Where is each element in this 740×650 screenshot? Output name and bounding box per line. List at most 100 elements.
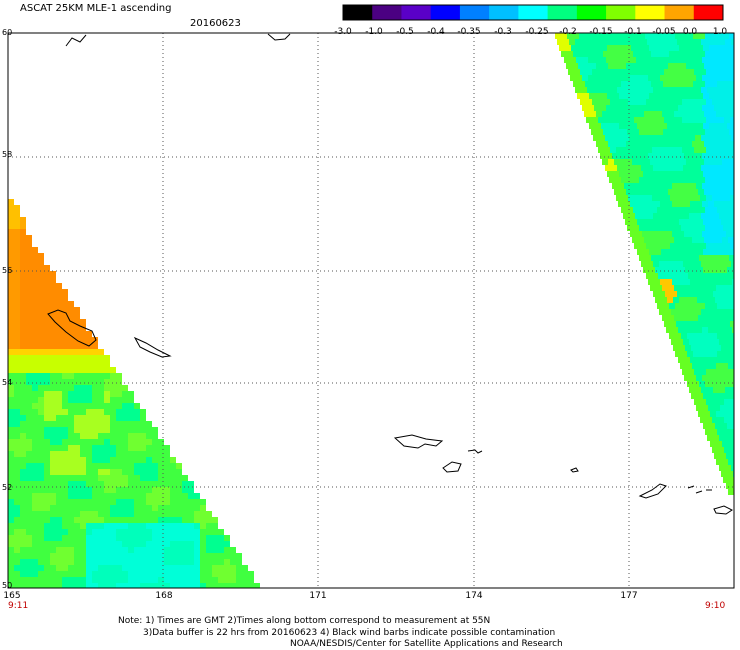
swath-cell [671, 261, 677, 267]
swath-cell [669, 51, 675, 57]
swath-cell [194, 499, 200, 505]
swath-cell [605, 135, 611, 141]
swath-cell [657, 33, 663, 39]
swath-cell [702, 279, 708, 285]
swath-cell [92, 535, 98, 541]
swath-cell [715, 93, 721, 99]
swath-cell [693, 255, 699, 261]
swath-cell [667, 219, 673, 225]
swath-cell [14, 277, 20, 283]
swath-cell [236, 571, 242, 577]
swath-cell [639, 51, 645, 57]
swath-cell [104, 523, 110, 529]
swath-cell [651, 255, 657, 261]
swath-cell [38, 391, 44, 397]
swath-cell [721, 345, 727, 351]
swath-cell [62, 379, 68, 385]
swath-cell [56, 571, 62, 577]
swath-cell [38, 265, 44, 271]
swath-cell [710, 189, 716, 195]
swath-cell [680, 237, 686, 243]
swath-cell [732, 231, 734, 237]
swath-cell [676, 69, 682, 75]
swath-cell [158, 457, 164, 463]
swath-cell [230, 559, 236, 565]
swath-cell [50, 529, 56, 535]
swath-cell [164, 583, 170, 588]
swath-cell [44, 535, 50, 541]
swath-cell [116, 475, 122, 481]
swath-cell [706, 117, 712, 123]
swath-cell [62, 481, 68, 487]
swath-cell [56, 553, 62, 559]
swath-cell [672, 201, 678, 207]
swath-cell [74, 559, 80, 565]
swath-cell [723, 207, 729, 213]
swath-cell [639, 81, 645, 87]
swath-cell [8, 559, 14, 565]
swath-cell [732, 183, 734, 189]
swath-cell [104, 541, 110, 547]
swath-cell [623, 165, 629, 171]
swath-cell [718, 369, 724, 375]
swath-cell [146, 559, 152, 565]
swath-cell [50, 307, 56, 313]
swath-cell [653, 87, 659, 93]
swath-cell [176, 499, 182, 505]
swath-cell [583, 45, 589, 51]
swath-cell [122, 523, 128, 529]
swath-cell [621, 51, 627, 57]
swath-cell [8, 397, 14, 403]
swath-cell [44, 463, 50, 469]
swath-cell [697, 249, 703, 255]
swath-cell [614, 111, 620, 117]
swath-cell [152, 529, 158, 535]
swath-cell [678, 75, 684, 81]
swath-cell [647, 213, 653, 219]
swath-cell [134, 517, 140, 523]
swath-cell [650, 141, 656, 147]
swath-cell [660, 279, 666, 285]
swath-cell [732, 57, 734, 63]
swath-cell [660, 231, 666, 237]
swath-cell [194, 493, 200, 499]
swath-cell [80, 577, 86, 583]
swath-cell [62, 577, 68, 583]
swath-cell [697, 345, 703, 351]
swath-cell [86, 547, 92, 553]
swath-cell [74, 583, 80, 588]
swath-cell [38, 331, 44, 337]
swath-cell [659, 165, 665, 171]
swath-cell [730, 369, 734, 375]
swath-cell [20, 223, 26, 229]
swath-cell [74, 391, 80, 397]
swath-cell [678, 183, 684, 189]
swath-cell [726, 357, 732, 363]
swath-cell [682, 369, 688, 375]
swath-cell [705, 177, 711, 183]
swath-cell [38, 409, 44, 415]
swath-cell [128, 541, 134, 547]
swath-cell [621, 207, 627, 213]
swath-layer [8, 33, 734, 595]
swath-cell [632, 111, 638, 117]
swath-cell [80, 559, 86, 565]
swath-cell [164, 457, 170, 463]
swath-cell [565, 45, 571, 51]
swath-cell [254, 583, 260, 588]
swath-cell [26, 319, 32, 325]
swath-cell [116, 517, 122, 523]
swath-cell [98, 565, 104, 571]
swath-cell [713, 213, 719, 219]
swath-cell [110, 469, 116, 475]
swath-cell [687, 333, 693, 339]
swath-cell [74, 589, 80, 595]
swath-cell [104, 463, 110, 469]
swath-cell [618, 105, 624, 111]
swath-cell [62, 541, 68, 547]
swath-cell [703, 423, 709, 429]
swath-cell [92, 361, 98, 367]
swath-cell [62, 583, 68, 588]
swath-cell [688, 243, 694, 249]
swath-cell [661, 297, 667, 303]
